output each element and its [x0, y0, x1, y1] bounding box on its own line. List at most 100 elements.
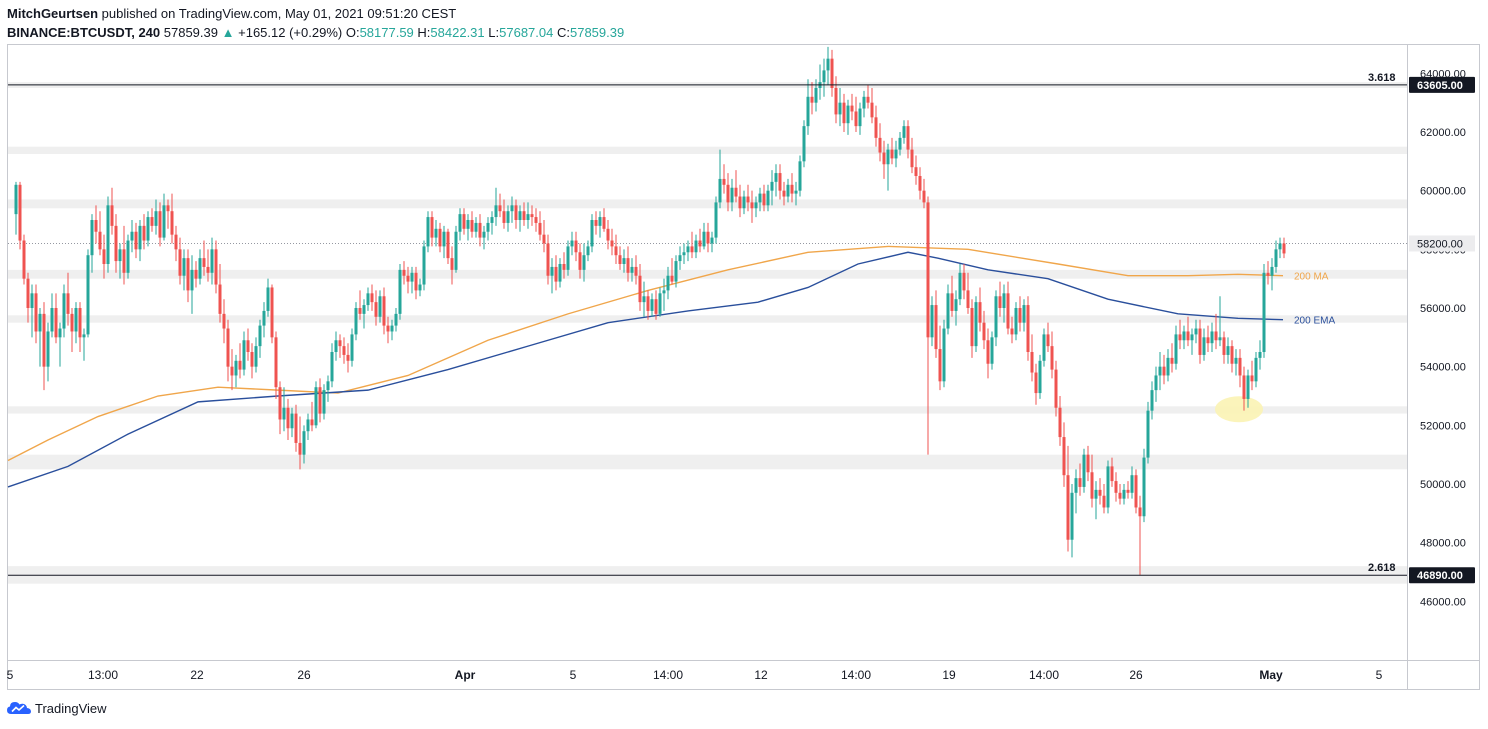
candle[interactable] — [798, 155, 802, 197]
candle[interactable] — [534, 208, 538, 232]
candle[interactable] — [602, 208, 606, 232]
candle[interactable] — [326, 375, 330, 402]
candle[interactable] — [1126, 481, 1130, 499]
price-axis[interactable]: 64000.0062000.0060000.0058000.0056000.00… — [1409, 68, 1475, 608]
candle[interactable] — [938, 325, 942, 391]
candle[interactable] — [1054, 360, 1058, 417]
candle[interactable] — [258, 319, 262, 358]
candle[interactable] — [1270, 258, 1274, 291]
candle[interactable] — [810, 82, 814, 115]
candle[interactable] — [1034, 363, 1038, 405]
candle[interactable] — [102, 234, 106, 279]
candle[interactable] — [1022, 299, 1026, 332]
candle[interactable] — [674, 255, 678, 288]
candle[interactable] — [826, 46, 830, 86]
candle[interactable] — [22, 234, 26, 285]
candle[interactable] — [514, 199, 518, 229]
candle[interactable] — [902, 120, 906, 144]
candle[interactable] — [310, 401, 314, 432]
candle[interactable] — [918, 167, 922, 200]
candle[interactable] — [670, 258, 674, 285]
candle[interactable] — [542, 220, 546, 253]
candle[interactable] — [590, 214, 594, 253]
candle[interactable] — [70, 308, 74, 352]
candle[interactable] — [678, 246, 682, 270]
candle[interactable] — [1122, 484, 1126, 505]
candle[interactable] — [382, 287, 386, 335]
candle[interactable] — [1090, 454, 1094, 508]
candle[interactable] — [830, 49, 834, 97]
candle[interactable] — [98, 211, 102, 256]
author-name[interactable]: MitchGeurtsen — [7, 6, 99, 21]
candle[interactable] — [890, 137, 894, 165]
candle[interactable] — [294, 404, 298, 452]
candle[interactable] — [526, 202, 530, 229]
candle[interactable] — [962, 264, 966, 300]
candle[interactable] — [906, 120, 910, 159]
candle[interactable] — [730, 178, 734, 212]
candle[interactable] — [210, 237, 214, 285]
candle[interactable] — [706, 222, 710, 253]
candle[interactable] — [934, 290, 938, 358]
candle[interactable] — [134, 222, 138, 259]
candle[interactable] — [658, 287, 662, 317]
candle[interactable] — [1226, 337, 1230, 364]
candle[interactable] — [394, 308, 398, 332]
candle[interactable] — [222, 299, 226, 344]
candle[interactable] — [974, 296, 978, 352]
candle[interactable] — [702, 222, 706, 250]
candle[interactable] — [634, 255, 638, 285]
candle[interactable] — [282, 387, 286, 432]
candle[interactable] — [582, 243, 586, 282]
candle[interactable] — [1002, 284, 1006, 323]
candle[interactable] — [1130, 466, 1134, 499]
candle[interactable] — [246, 328, 250, 361]
candle[interactable] — [174, 225, 178, 262]
candle[interactable] — [802, 120, 806, 168]
candle[interactable] — [770, 170, 774, 206]
candle[interactable] — [234, 354, 238, 388]
candle[interactable] — [910, 137, 914, 174]
candle[interactable] — [794, 181, 798, 206]
candle[interactable] — [686, 240, 690, 262]
candle[interactable] — [606, 220, 610, 250]
candle[interactable] — [58, 322, 62, 367]
candle[interactable] — [1014, 302, 1018, 341]
candle[interactable] — [434, 220, 438, 247]
candle[interactable] — [1218, 296, 1222, 347]
candle[interactable] — [598, 211, 602, 238]
candle[interactable] — [378, 290, 382, 323]
candle[interactable] — [642, 281, 646, 317]
candle[interactable] — [18, 181, 22, 250]
candle[interactable] — [1010, 316, 1014, 344]
candle[interactable] — [1274, 240, 1278, 273]
candle[interactable] — [398, 264, 402, 320]
candle[interactable] — [614, 234, 618, 264]
candle[interactable] — [1230, 340, 1234, 373]
candle[interactable] — [298, 416, 302, 470]
candle[interactable] — [446, 228, 450, 264]
candle[interactable] — [422, 240, 426, 291]
candle[interactable] — [466, 214, 470, 241]
candle[interactable] — [1278, 237, 1282, 259]
candle[interactable] — [278, 381, 282, 435]
candle[interactable] — [538, 211, 542, 241]
candle[interactable] — [1198, 319, 1202, 364]
candle[interactable] — [618, 246, 622, 270]
candle[interactable] — [390, 319, 394, 341]
candle[interactable] — [1074, 469, 1078, 514]
candle[interactable] — [1250, 360, 1254, 391]
candle[interactable] — [1070, 484, 1074, 558]
candle[interactable] — [330, 343, 334, 388]
candle[interactable] — [346, 343, 350, 373]
candle[interactable] — [1102, 484, 1106, 514]
candle[interactable] — [726, 173, 730, 212]
candle[interactable] — [254, 337, 258, 373]
candle[interactable] — [370, 284, 374, 311]
tradingview-logo[interactable]: TradingView — [7, 700, 107, 716]
candle[interactable] — [506, 205, 510, 232]
candle[interactable] — [62, 284, 66, 338]
candle[interactable] — [746, 184, 750, 212]
candle[interactable] — [1194, 319, 1198, 344]
